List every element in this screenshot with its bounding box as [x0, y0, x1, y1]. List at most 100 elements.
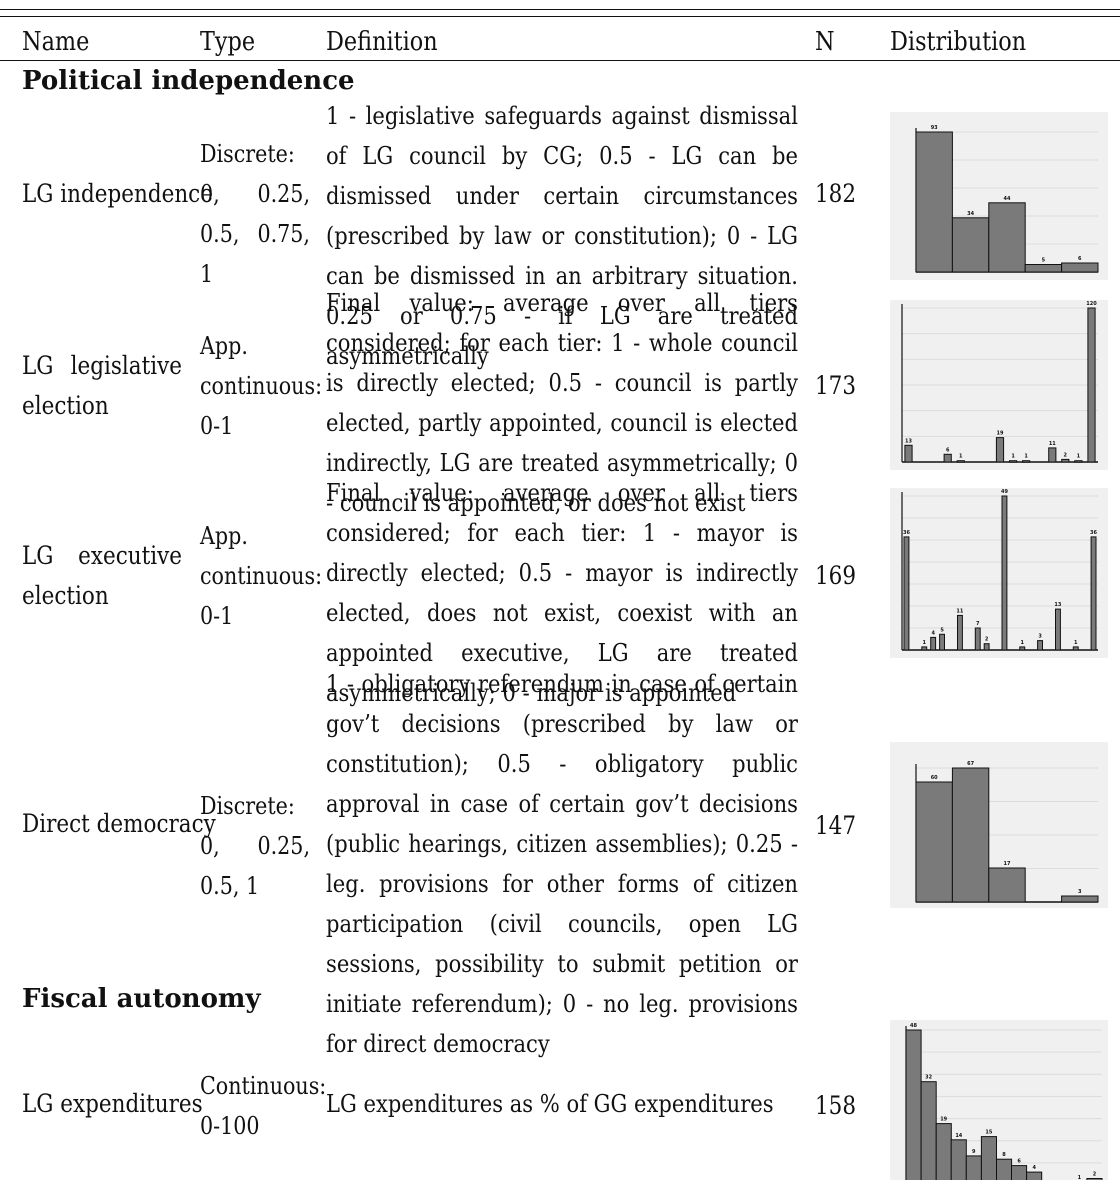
- distribution-chart: 36 1 4 5 11 7 2 49 1 3 13 1 36: [890, 488, 1108, 658]
- row-name: Direct democracy: [22, 809, 216, 838]
- bar-label: 2: [1093, 1172, 1097, 1178]
- row-type: App. continuous: 0-1: [200, 332, 323, 440]
- bar-label: 1: [1021, 640, 1025, 646]
- histogram-bar: [951, 767, 990, 903]
- section-title: Fiscal autonomy: [22, 984, 261, 1014]
- bar-label: 2: [985, 637, 989, 643]
- row-n: 169: [815, 561, 857, 590]
- row-definition: 1 - obligatory referendum in case of cer…: [326, 669, 798, 1058]
- histogram-bar: [1061, 262, 1099, 273]
- histogram-bar: [996, 1158, 1013, 1180]
- bar-label: 2: [1064, 452, 1068, 458]
- histogram-bar: [1001, 495, 1008, 651]
- bar-label: 8: [1002, 1152, 1006, 1158]
- histogram-bar: [1024, 264, 1063, 273]
- row-definition: LG expenditures as % of GG expenditures: [326, 1089, 774, 1118]
- bar-label: 5: [1042, 258, 1046, 264]
- bar-label: 60: [931, 775, 938, 781]
- bar-label: 6: [1017, 1159, 1021, 1165]
- row-definition: Final value: average over all tiers cons…: [326, 478, 798, 707]
- bar-label: 32: [925, 1075, 932, 1081]
- top-rule: [0, 9, 1120, 10]
- bar-label: 11: [956, 608, 963, 614]
- row-name: LG executive election: [22, 541, 182, 610]
- bar-label: 3: [1078, 889, 1082, 895]
- row-definition: 1 - legislative safeguards against dismi…: [326, 101, 798, 370]
- histogram-bar: [1090, 536, 1097, 651]
- histogram-bar: [921, 646, 928, 651]
- distribution-chart: 93 34 44 5 6: [890, 112, 1108, 280]
- bar-label: 6: [1078, 256, 1082, 262]
- histogram-bar: [1022, 460, 1031, 463]
- bar-label: 19: [940, 1117, 947, 1123]
- bar-label: 1: [1024, 454, 1028, 460]
- bar-label: 9: [972, 1149, 976, 1155]
- row-n: 173: [815, 371, 857, 400]
- bar-label: 1: [1077, 454, 1081, 460]
- bar-label: 1: [1011, 454, 1015, 460]
- histogram-bar: [950, 1139, 967, 1180]
- histogram-bar: [988, 867, 1026, 903]
- bar-label: 7: [976, 621, 980, 627]
- histogram-bar: [1026, 1171, 1043, 1180]
- bar-label: 19: [997, 431, 1004, 437]
- histogram-bar: [904, 444, 913, 463]
- header-type: Type: [200, 27, 256, 57]
- bar-label: 14: [955, 1133, 962, 1139]
- histogram: 60 67 17 3: [915, 761, 1099, 903]
- bar-label: 93: [931, 125, 938, 131]
- bar-label: 1: [1074, 640, 1078, 646]
- histogram-bar: [980, 1136, 998, 1180]
- histogram-bar: [1061, 458, 1070, 463]
- row-name: LG expenditures: [22, 1089, 203, 1118]
- histogram-bar: [965, 1155, 982, 1180]
- histogram-bar: [920, 1081, 937, 1180]
- histogram-bar: [915, 781, 953, 903]
- row-type: Continuous: 0-100: [200, 1072, 327, 1140]
- bar-label: 3: [1038, 634, 1042, 640]
- header-definition: Definition: [326, 27, 438, 57]
- histogram-bar: [957, 614, 963, 651]
- bar-label: 4: [1032, 1165, 1036, 1171]
- histogram-bar: [903, 536, 910, 651]
- bar-label: 34: [967, 211, 974, 217]
- row-type: Discrete: 0, 0.25, 0.5, 0.75, 1: [200, 140, 310, 288]
- row-type: Discrete: 0, 0.25, 0.5, 1: [200, 792, 310, 900]
- row-name: LG legislative election: [22, 351, 182, 420]
- header-rule: [0, 60, 1120, 61]
- row-type: App. continuous: 0-1: [200, 522, 323, 630]
- bar-label: 15: [985, 1130, 992, 1136]
- distribution-chart: 60 67 17 3: [890, 742, 1108, 908]
- bar-label: 4: [931, 630, 935, 636]
- histogram-bar: [1019, 646, 1026, 651]
- histogram-bar: [1037, 640, 1044, 651]
- bar-label: 6: [946, 447, 950, 453]
- histogram-bar: [951, 217, 990, 273]
- bar-label: 49: [1001, 489, 1008, 495]
- histogram-bar: [1086, 1178, 1103, 1180]
- header-n: N: [815, 27, 835, 57]
- bar-label: 13: [905, 438, 912, 444]
- top-rule-thin: [0, 16, 1120, 17]
- row-name: LG independence: [22, 179, 213, 208]
- bar-label: 67: [967, 761, 974, 767]
- histogram-bar: [983, 643, 990, 651]
- histogram-bar: [1009, 460, 1018, 463]
- histogram-bar: [974, 627, 981, 651]
- histogram-bar: [915, 131, 953, 273]
- bar-label: 5: [940, 627, 944, 633]
- histogram-bar: [1087, 307, 1096, 463]
- histogram-bar: [1072, 646, 1079, 651]
- row-n: 158: [815, 1091, 857, 1120]
- histogram: 48 32 19 14 9 15 8 6 4 1 2: [905, 1023, 1103, 1180]
- bar-label: 1: [1078, 1175, 1082, 1180]
- bar-label: 48: [910, 1023, 917, 1029]
- bar-label: 120: [1086, 301, 1097, 307]
- bar-label: 1: [959, 454, 963, 460]
- histogram-bar: [988, 202, 1026, 273]
- histogram: 93 34 44 5 6: [915, 125, 1099, 273]
- header-distribution: Distribution: [890, 27, 1027, 57]
- histogram-bar: [1048, 447, 1057, 463]
